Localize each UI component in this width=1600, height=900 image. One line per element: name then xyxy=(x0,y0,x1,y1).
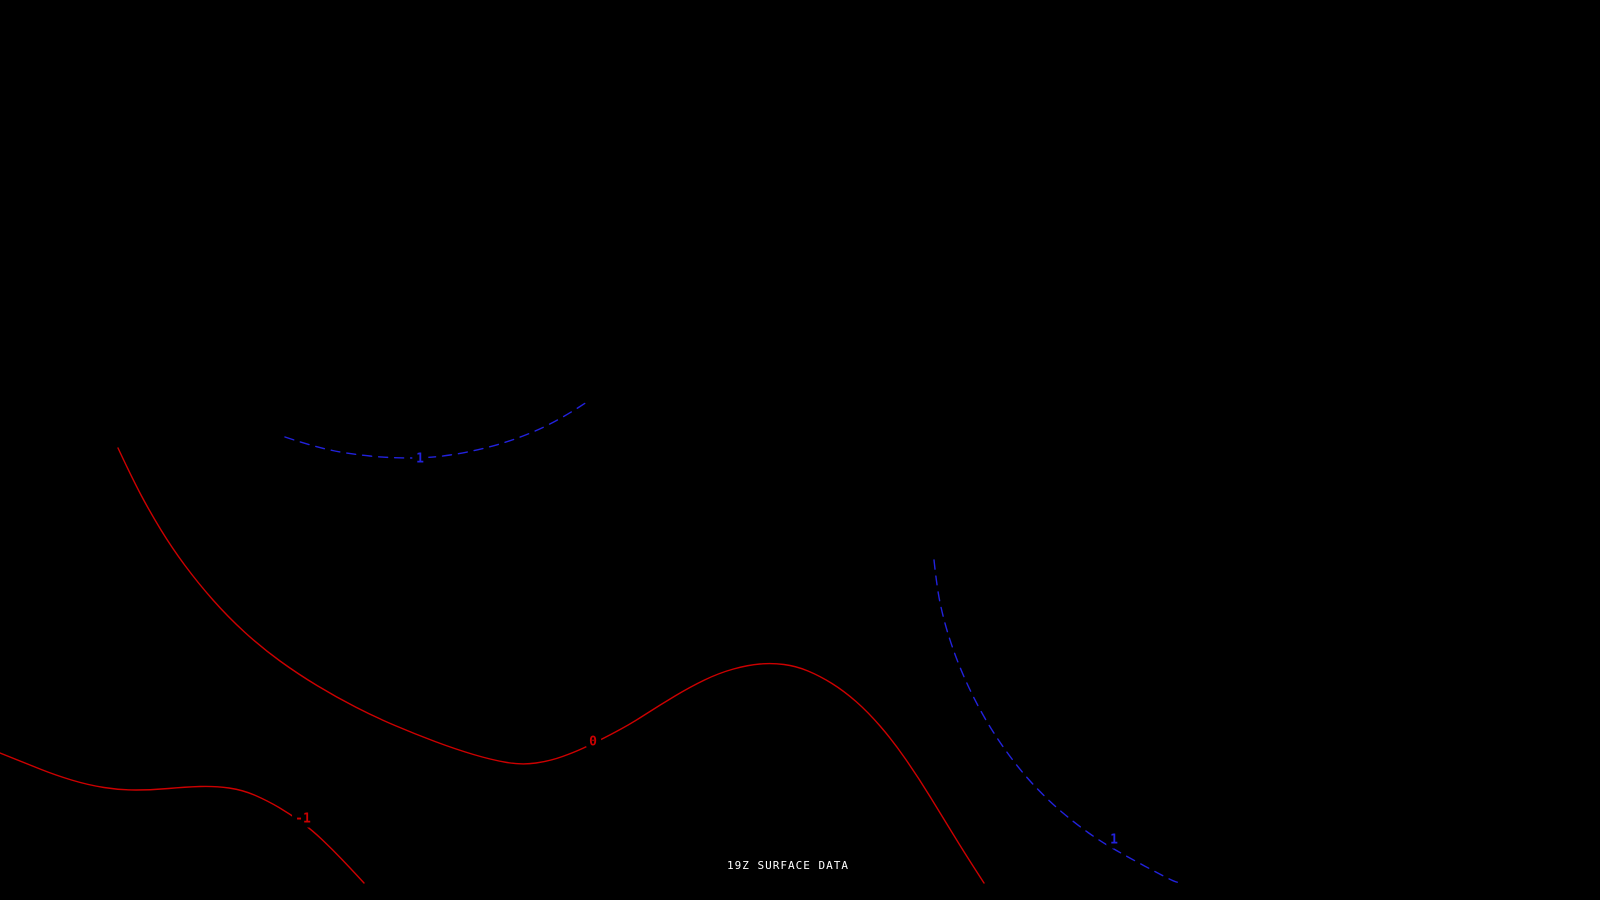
contour-label-zero-central: 0 xyxy=(589,735,597,750)
contour-label-plus1-southeast: 1 xyxy=(1110,833,1118,848)
plot-title: 19Z SURFACE DATA xyxy=(727,859,849,872)
contour-line-plus1-north xyxy=(284,399,591,459)
contour-line-zero-central xyxy=(117,447,985,884)
contour-label-minus1-southwest: -1 xyxy=(295,812,311,827)
contour-line-minus1-southwest xyxy=(0,752,365,884)
contour-line-plus1-southeast xyxy=(933,559,1181,884)
contour-label-plus1-north: 1 xyxy=(416,452,424,467)
